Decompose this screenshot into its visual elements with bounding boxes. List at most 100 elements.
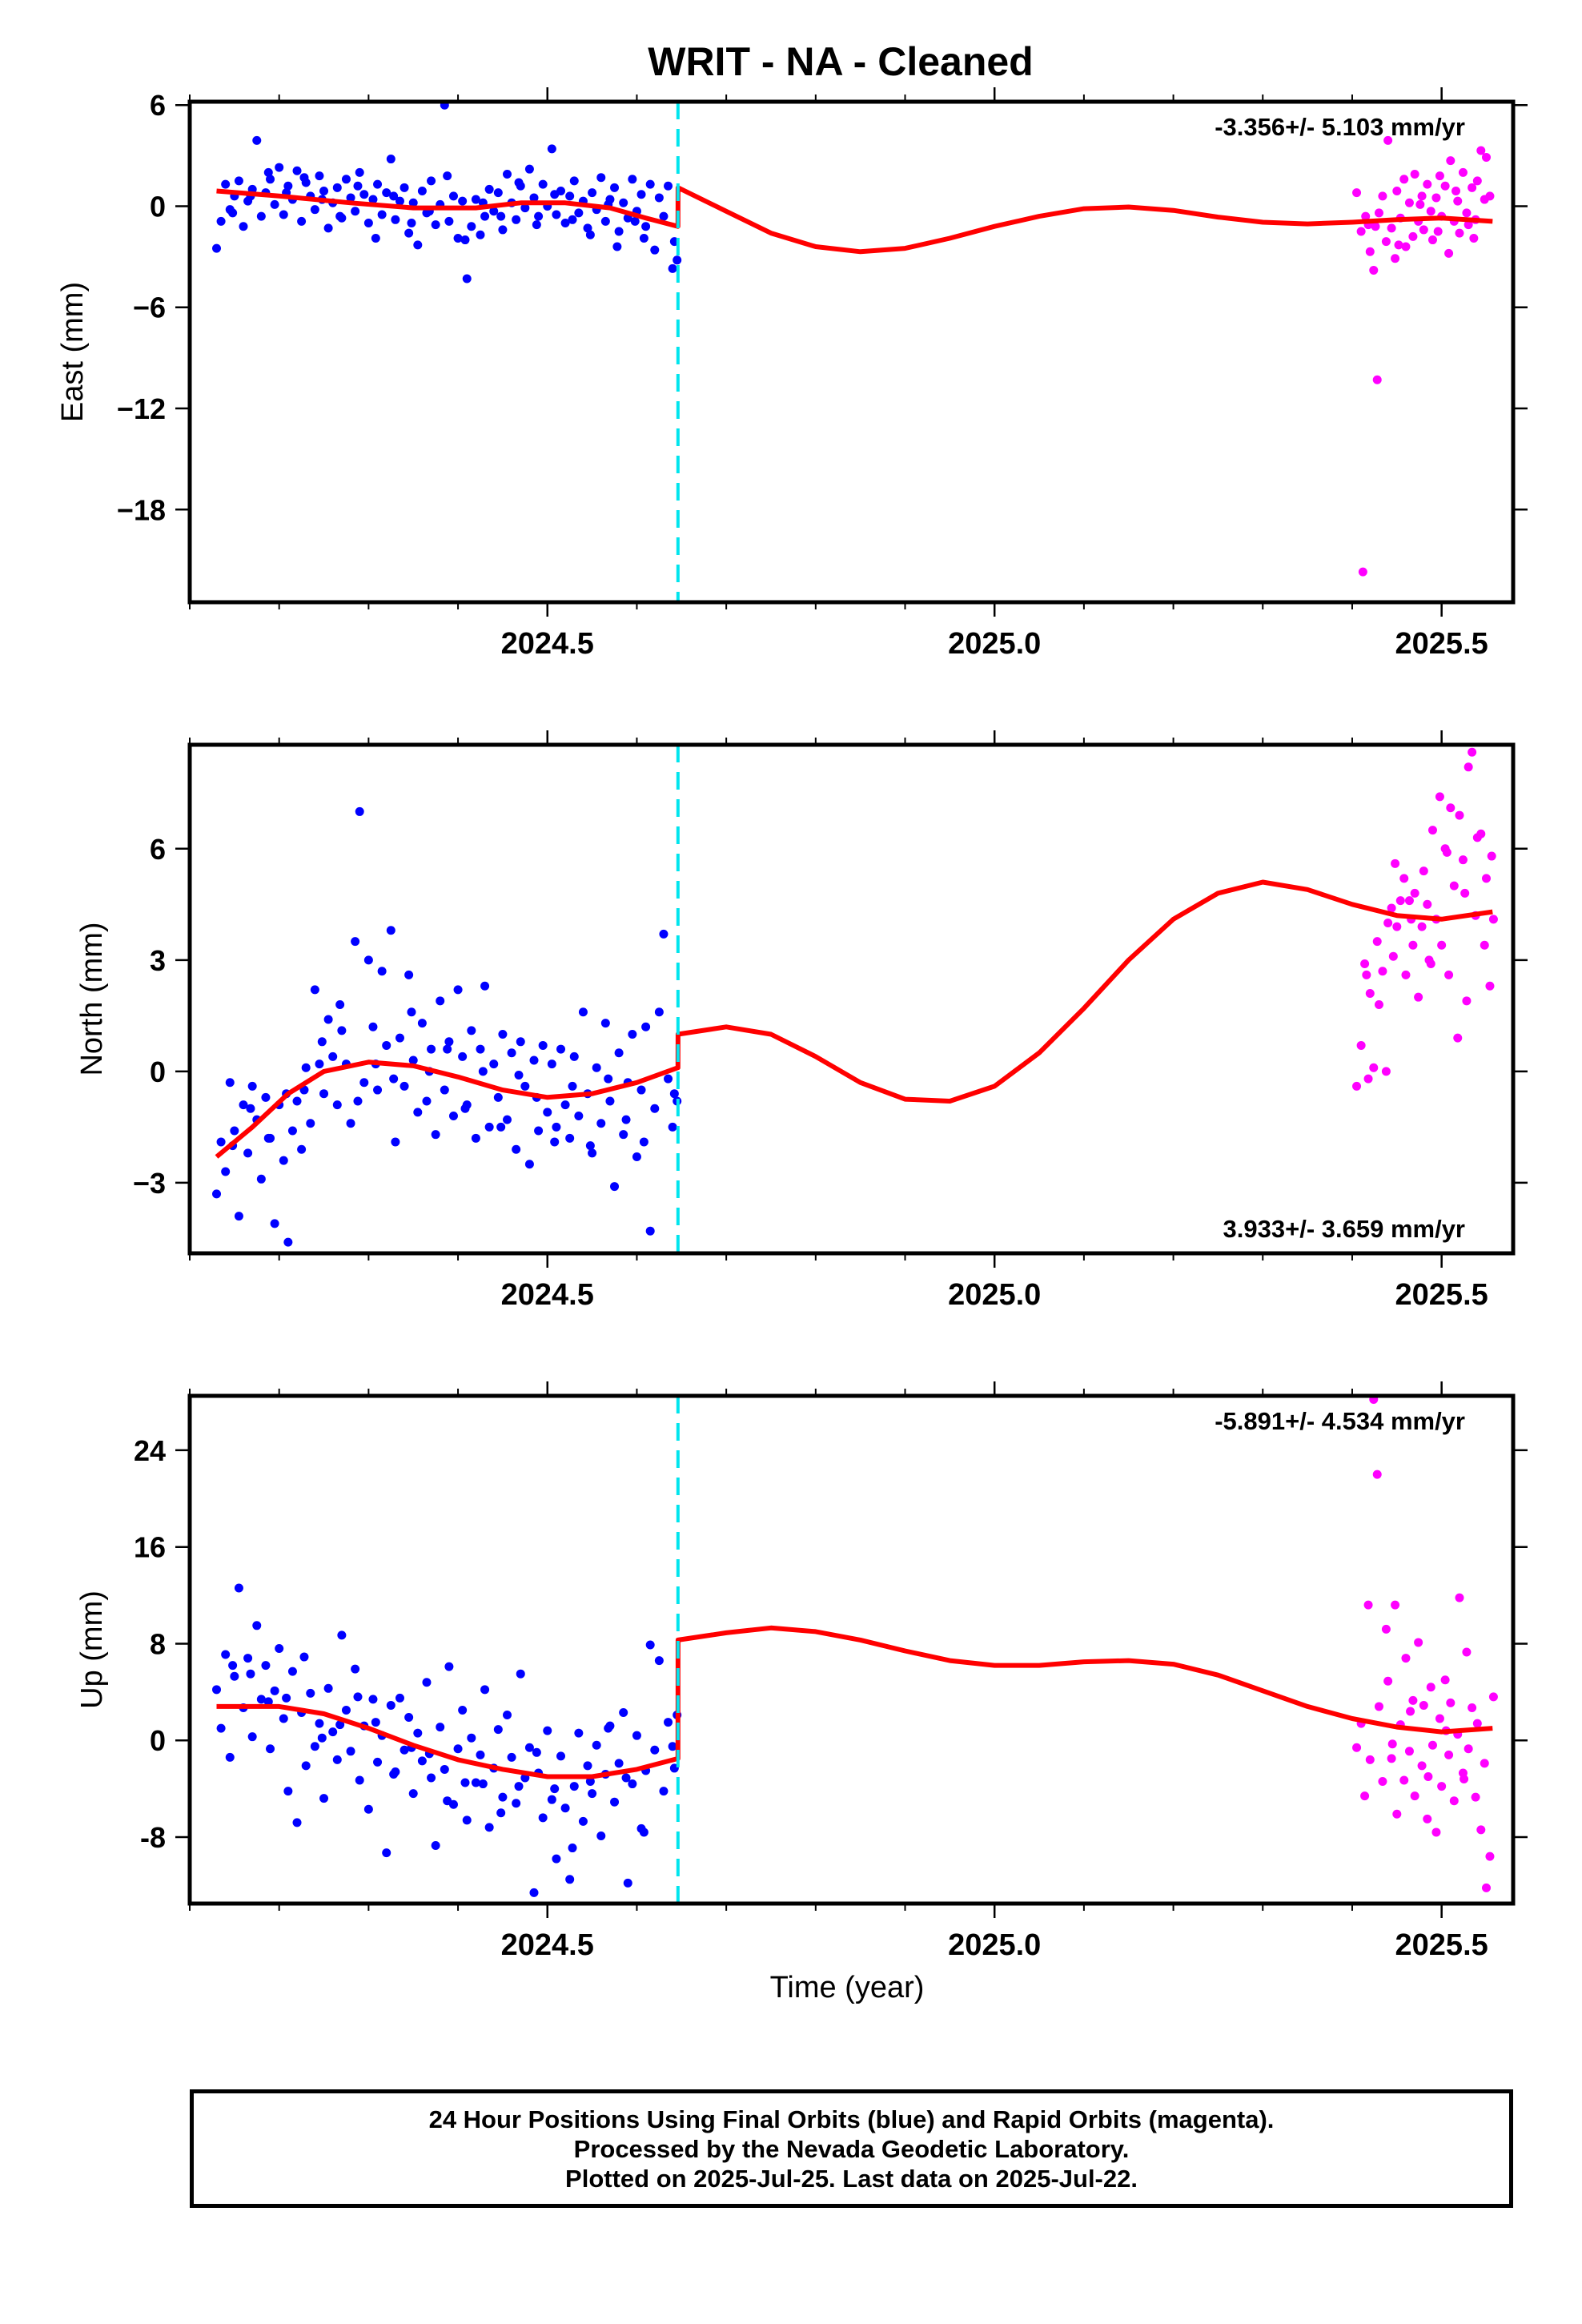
final-point bbox=[431, 220, 440, 230]
final-point bbox=[493, 1725, 503, 1735]
rapid-series bbox=[1352, 1396, 1498, 1892]
rapid-point bbox=[1392, 187, 1402, 196]
rapid-point bbox=[1431, 1827, 1441, 1837]
y-tick-label: −6 bbox=[133, 292, 166, 324]
final-point bbox=[279, 210, 288, 219]
final-point bbox=[228, 208, 238, 218]
final-point bbox=[292, 1818, 302, 1827]
final-point bbox=[484, 1122, 494, 1132]
final-point bbox=[614, 227, 624, 236]
y-tick-label: 6 bbox=[150, 833, 166, 866]
plot-frame bbox=[187, 742, 1516, 1256]
rapid-point bbox=[1369, 1396, 1379, 1405]
y-tick-label: 24 bbox=[134, 1434, 166, 1467]
final-point bbox=[467, 1026, 476, 1035]
final-point bbox=[261, 1661, 271, 1671]
final-point bbox=[507, 1048, 516, 1058]
final-point bbox=[604, 1074, 613, 1084]
rapid-point bbox=[1469, 233, 1479, 243]
final-point bbox=[297, 1144, 307, 1154]
model-curve bbox=[216, 185, 1493, 255]
final-point bbox=[444, 1037, 454, 1047]
final-point bbox=[353, 181, 363, 191]
rapid-point bbox=[1410, 169, 1419, 179]
final-point bbox=[440, 1085, 449, 1095]
final-point bbox=[261, 1092, 271, 1102]
final-point bbox=[221, 1650, 231, 1659]
final-point bbox=[444, 216, 454, 226]
final-point bbox=[458, 1705, 468, 1715]
final-point bbox=[408, 1789, 418, 1799]
final-point bbox=[279, 1156, 288, 1165]
plot-frame bbox=[187, 1393, 1516, 1906]
rapid-point bbox=[1365, 1755, 1375, 1764]
final-point bbox=[507, 1752, 516, 1762]
final-point bbox=[489, 207, 499, 216]
final-point bbox=[243, 1148, 253, 1158]
final-point bbox=[283, 181, 293, 191]
final-series bbox=[212, 102, 682, 283]
rapid-point bbox=[1388, 951, 1398, 961]
final-point bbox=[234, 1212, 243, 1221]
rapid-point bbox=[1462, 1647, 1472, 1657]
final-point bbox=[484, 1823, 494, 1832]
rapid-series bbox=[1352, 135, 1495, 577]
final-point bbox=[371, 1718, 380, 1727]
final-point bbox=[212, 1189, 222, 1199]
rapid-point bbox=[1369, 265, 1379, 275]
final-point bbox=[605, 1096, 615, 1106]
final-point bbox=[543, 1108, 552, 1117]
final-point bbox=[547, 144, 556, 154]
x-tick-label: 2024.5 bbox=[501, 1278, 594, 1312]
final-point bbox=[623, 1878, 632, 1888]
x-tick-label: 2025.0 bbox=[948, 1278, 1041, 1312]
final-point bbox=[395, 1693, 404, 1703]
final-point bbox=[552, 1854, 561, 1864]
rapid-point bbox=[1440, 181, 1450, 191]
rapid-point bbox=[1415, 199, 1425, 209]
final-point bbox=[592, 1740, 601, 1750]
rapid-point bbox=[1414, 1638, 1423, 1647]
rapid-point bbox=[1472, 176, 1482, 186]
final-point bbox=[363, 1804, 373, 1814]
final-point bbox=[359, 1078, 369, 1088]
final-point bbox=[524, 1160, 534, 1169]
rapid-point bbox=[1427, 826, 1437, 835]
y-tick-label: 16 bbox=[134, 1531, 166, 1564]
final-point bbox=[574, 1728, 584, 1738]
final-point bbox=[610, 1182, 620, 1192]
final-point bbox=[471, 1778, 480, 1787]
rapid-point bbox=[1408, 1695, 1418, 1705]
footer-line-orbits: 24 Hour Positions Using Final Orbits (bl… bbox=[428, 2105, 1275, 2133]
final-point bbox=[668, 1122, 677, 1132]
rapid-point bbox=[1444, 1750, 1454, 1759]
final-point bbox=[578, 1816, 588, 1826]
final-point bbox=[628, 175, 637, 184]
final-point bbox=[317, 1733, 327, 1743]
final-point bbox=[588, 1148, 597, 1158]
final-point bbox=[636, 190, 646, 199]
final-point bbox=[299, 1652, 309, 1662]
rapid-point bbox=[1414, 992, 1423, 1002]
final-point bbox=[462, 1815, 472, 1825]
final-point bbox=[520, 203, 530, 213]
rapid-point bbox=[1453, 1033, 1463, 1043]
final-point bbox=[413, 1108, 423, 1117]
data-layer bbox=[212, 747, 1498, 1247]
rapid-point bbox=[1468, 183, 1477, 192]
rapid-point bbox=[1440, 1675, 1450, 1685]
rapid-point bbox=[1372, 1470, 1382, 1479]
rapid-point bbox=[1488, 1692, 1498, 1702]
final-point bbox=[654, 1656, 664, 1666]
x-tick-label: 2025.0 bbox=[948, 1928, 1041, 1962]
final-point bbox=[493, 188, 503, 198]
final-point bbox=[448, 191, 458, 201]
final-point bbox=[478, 1067, 488, 1076]
rapid-point bbox=[1362, 970, 1371, 979]
x-tick-label: 2024.5 bbox=[501, 627, 594, 661]
final-point bbox=[543, 1726, 552, 1735]
final-point bbox=[467, 222, 476, 231]
final-point bbox=[496, 211, 506, 221]
final-point bbox=[632, 1152, 641, 1161]
rapid-point bbox=[1476, 1825, 1486, 1835]
